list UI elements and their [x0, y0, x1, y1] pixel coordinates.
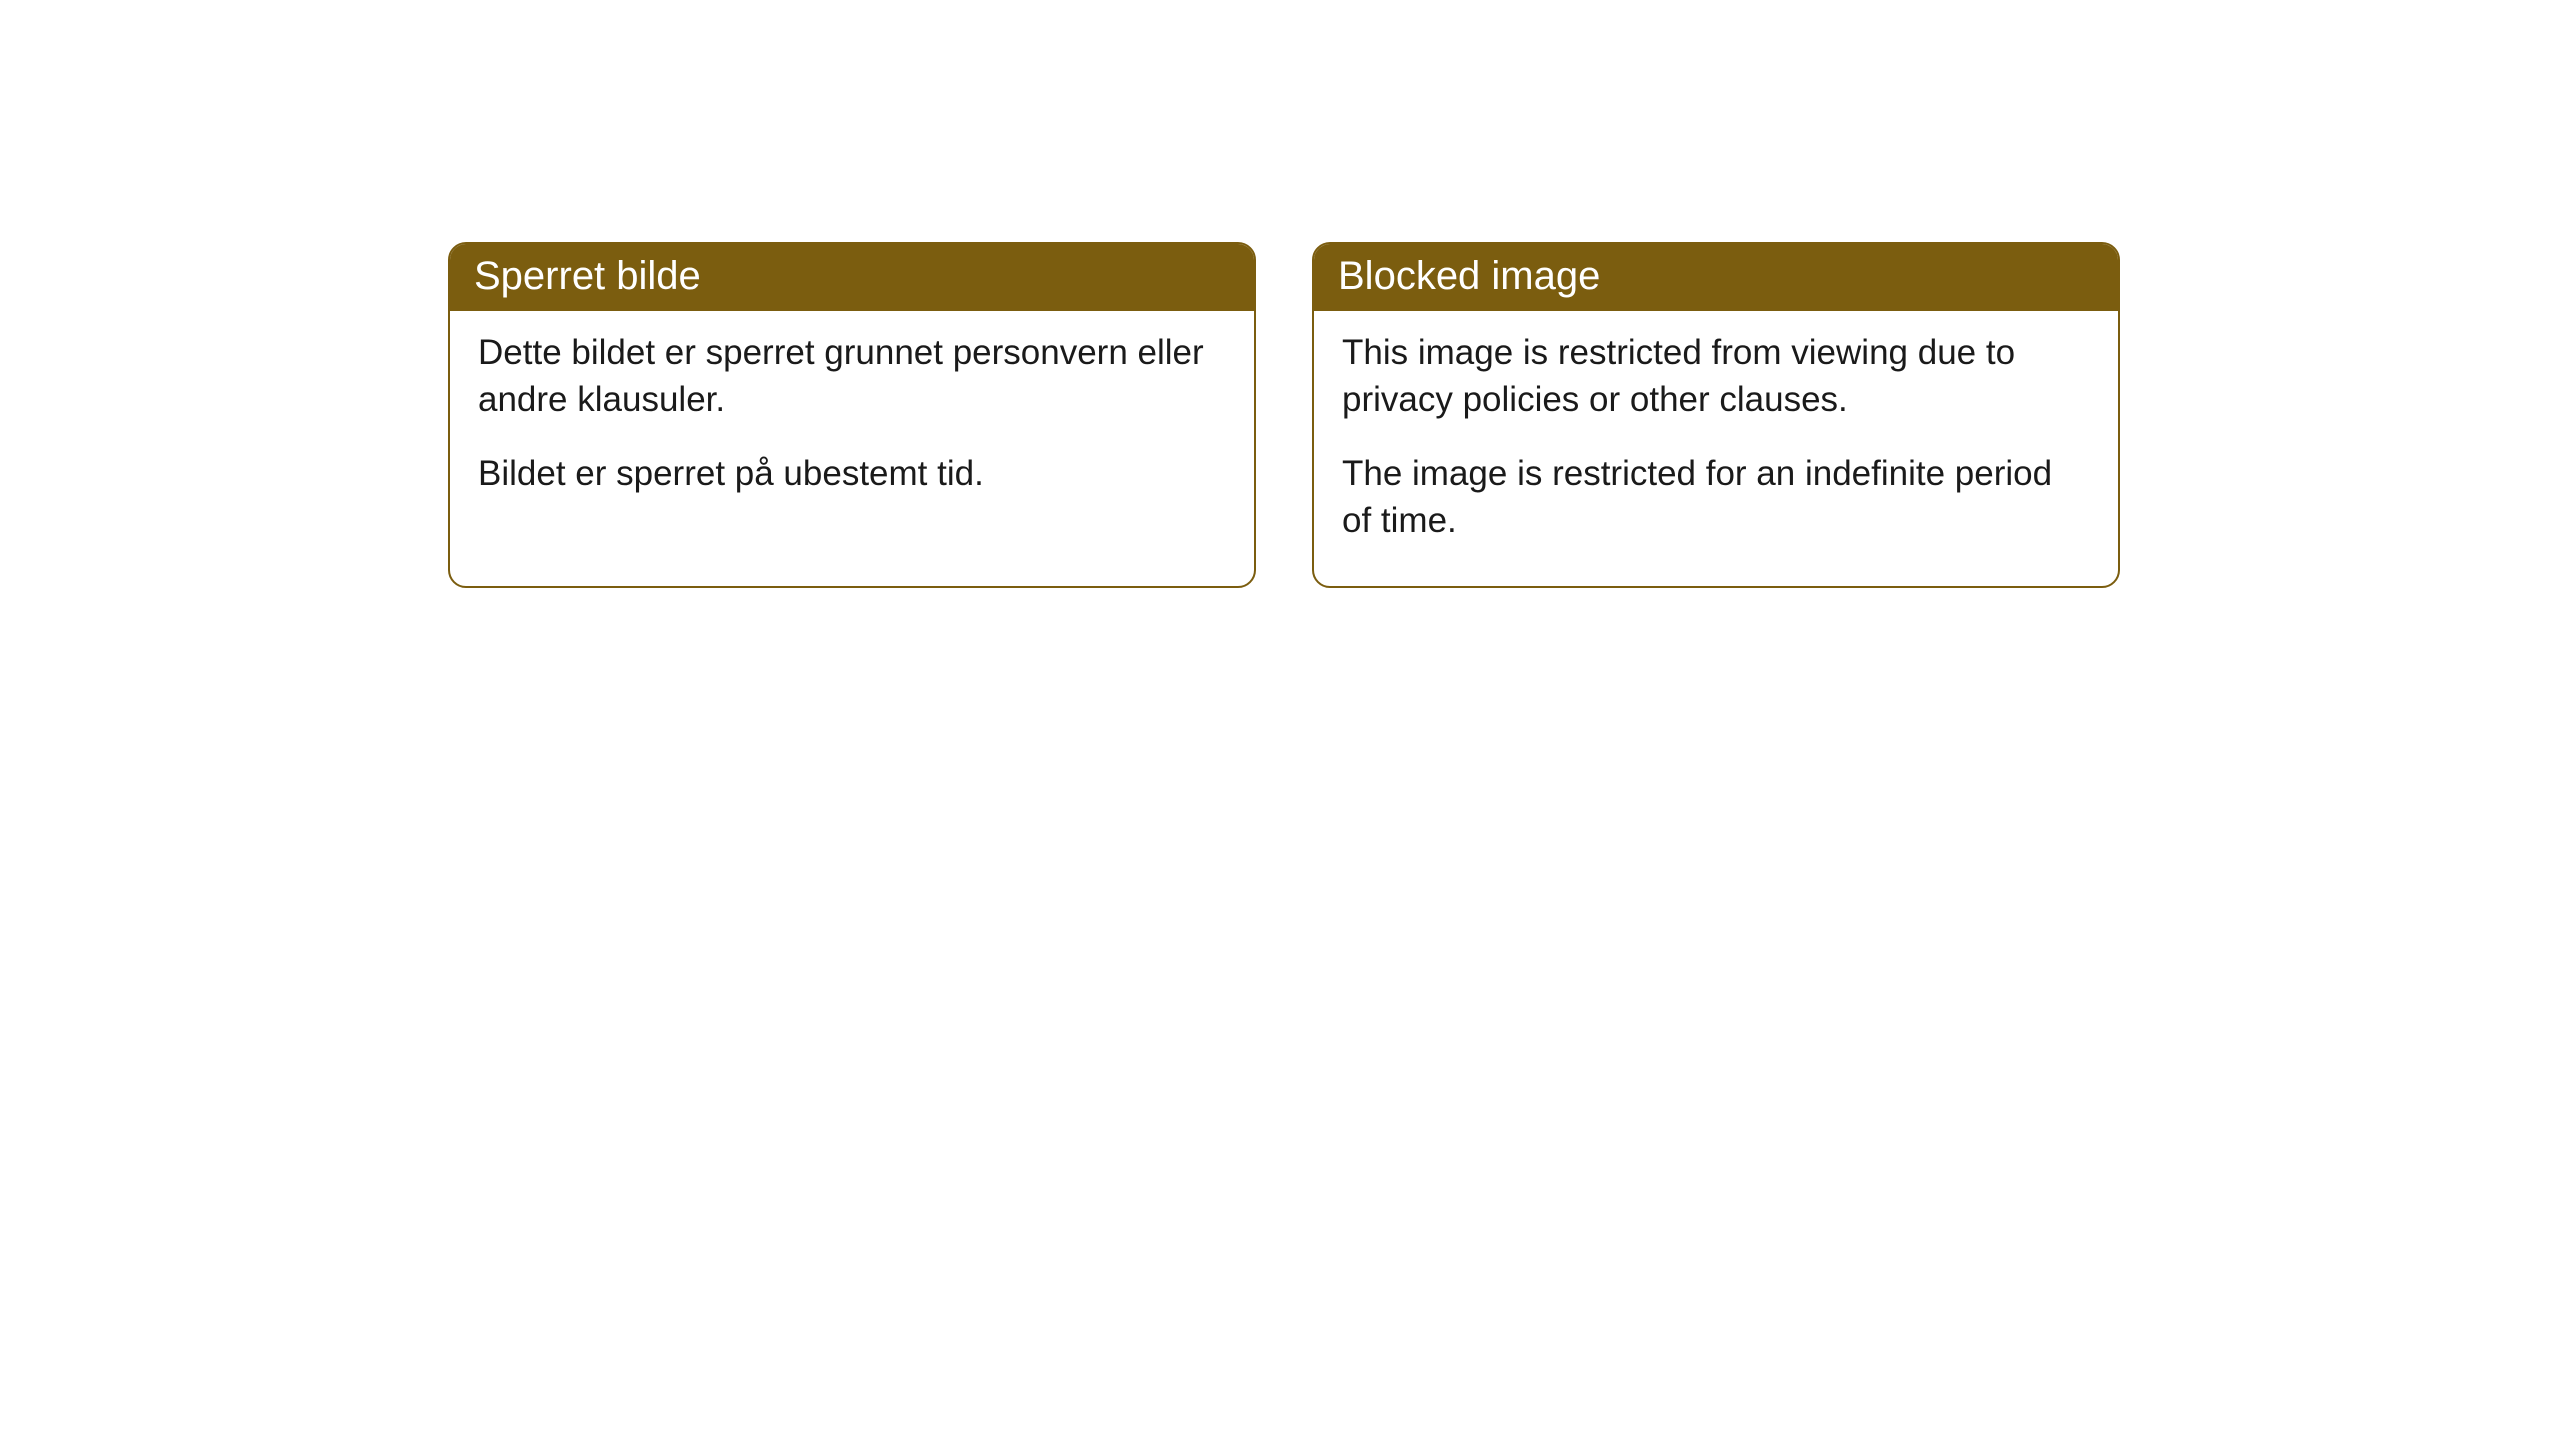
card-paragraph: Dette bildet er sperret grunnet personve… — [478, 329, 1226, 424]
card-body: This image is restricted from viewing du… — [1314, 311, 2118, 586]
card-paragraph: This image is restricted from viewing du… — [1342, 329, 2090, 424]
card-title: Sperret bilde — [474, 254, 701, 298]
notice-card-english: Blocked image This image is restricted f… — [1312, 242, 2120, 588]
card-header: Blocked image — [1314, 244, 2118, 311]
card-paragraph: The image is restricted for an indefinit… — [1342, 450, 2090, 545]
card-body: Dette bildet er sperret grunnet personve… — [450, 311, 1254, 539]
card-header: Sperret bilde — [450, 244, 1254, 311]
notice-cards-container: Sperret bilde Dette bildet er sperret gr… — [448, 242, 2120, 588]
card-title: Blocked image — [1338, 254, 1600, 298]
card-paragraph: Bildet er sperret på ubestemt tid. — [478, 450, 1226, 497]
notice-card-norwegian: Sperret bilde Dette bildet er sperret gr… — [448, 242, 1256, 588]
